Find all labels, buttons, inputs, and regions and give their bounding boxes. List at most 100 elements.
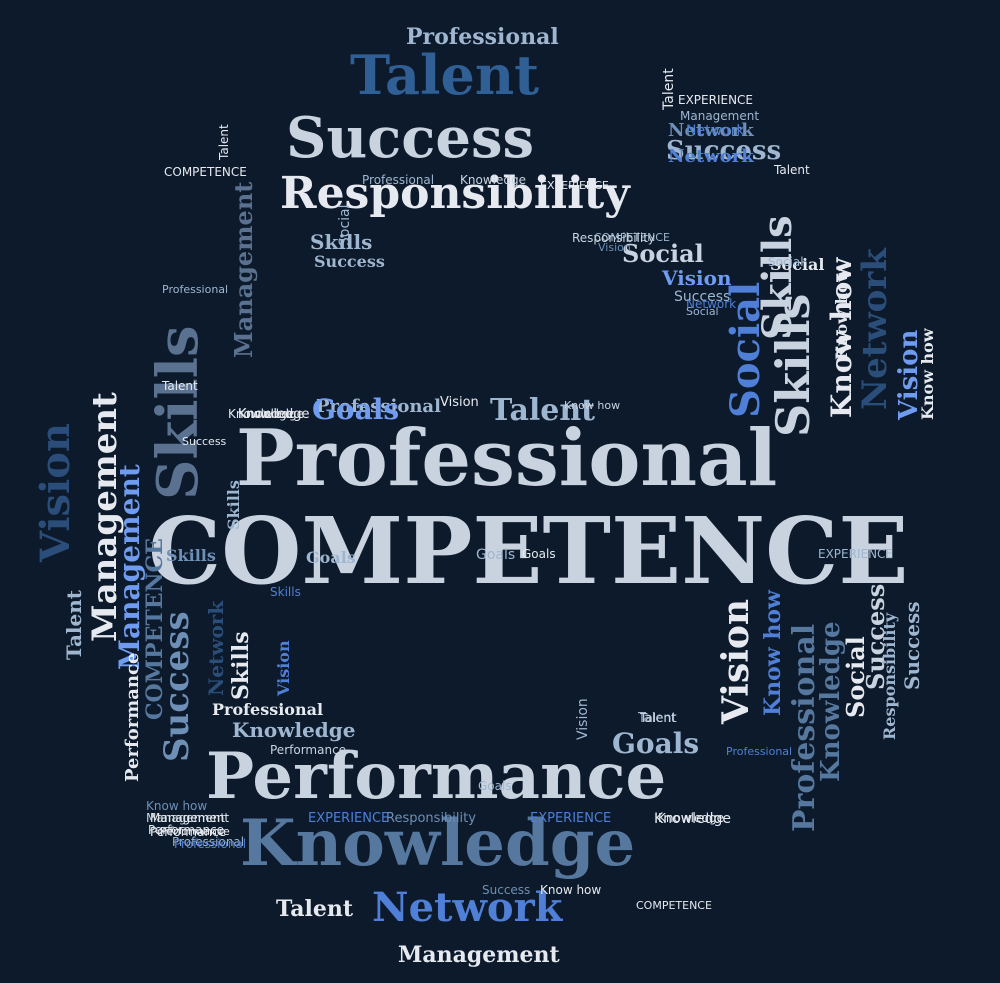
cloud-word: Professional [726, 745, 793, 758]
cloud-word: Skills [145, 325, 211, 500]
cloud-word: Knowledge [460, 173, 526, 187]
cloud-word: Management [150, 811, 230, 825]
cloud-word: Network [372, 884, 563, 931]
cloud-word: Professional [236, 413, 778, 504]
cloud-word: Performance [270, 743, 347, 757]
cloud-word: COMPETENCE [636, 899, 712, 912]
cloud-word: Talent [774, 163, 810, 177]
cloud-word: Talent [217, 124, 231, 160]
cloud-word: Vision [598, 241, 631, 254]
cloud-word: Goals [476, 547, 516, 563]
cloud-word: Vision [662, 266, 732, 290]
cloud-word: Management [680, 109, 760, 123]
cloud-word: Skills [224, 480, 243, 530]
cloud-word: Professional [162, 283, 229, 296]
cloud-word: Network [686, 297, 737, 311]
cloud-word: COMPETENCE [164, 165, 247, 179]
cloud-word: Network [668, 120, 754, 141]
cloud-word: Skills [166, 546, 216, 565]
cloud-word: Talent [490, 393, 596, 428]
cloud-word: Knowledge [654, 811, 731, 827]
cloud-word: Knowledge [232, 718, 356, 742]
cloud-word: Social [686, 305, 719, 318]
cloud-word: Social [841, 636, 870, 718]
cloud-word: Talent [638, 711, 677, 726]
cloud-word: COMPETENCE [148, 497, 909, 605]
cloud-word: Performance [150, 825, 227, 839]
cloud-word: EXPERIENCE [530, 811, 612, 826]
cloud-word: Success [482, 883, 531, 897]
cloud-word: Responsibility [880, 612, 899, 740]
cloud-word: Professional [362, 173, 435, 187]
cloud-word: Vision [274, 640, 293, 696]
cloud-word: Knowledge [228, 407, 294, 421]
cloud-word: Responsibility [572, 231, 656, 245]
cloud-word: Goals [312, 393, 400, 426]
cloud-word: Social [770, 255, 825, 274]
cloud-word: Network [686, 123, 745, 139]
cloud-word: Skills [228, 631, 254, 700]
cloud-word: Success [900, 601, 924, 690]
cloud-word: Vision [715, 598, 757, 724]
cloud-word: Skills [270, 585, 301, 599]
cloud-word: Know how [564, 399, 621, 412]
cloud-word: Success [182, 435, 227, 448]
cloud-word: Network [668, 146, 754, 167]
cloud-word: Management [398, 942, 560, 968]
cloud-word: Management [113, 464, 146, 670]
cloud-word: Social [337, 204, 353, 246]
cloud-word: Skills [310, 230, 373, 254]
cloud-word: Knowledge [658, 811, 724, 825]
cloud-word: Goals [478, 779, 512, 793]
cloud-word: Management [229, 181, 258, 358]
cloud-word: Performance [122, 652, 143, 782]
cloud-word: Success [286, 105, 535, 171]
cloud-word: Goals [306, 548, 356, 567]
cloud-word: Success [314, 252, 385, 271]
cloud-word: Performance [160, 825, 230, 838]
cloud-word: Goals [522, 547, 556, 561]
cloud-word: EXPERIENCE [678, 93, 754, 107]
cloud-word: Talent [661, 68, 677, 110]
cloud-word: Professional [172, 835, 245, 849]
cloud-word: COMPETENCE [142, 538, 168, 720]
cloud-word: Know how [540, 883, 602, 897]
cloud-word: Know how [918, 328, 937, 420]
cloud-word: Performance [206, 739, 667, 814]
cloud-word: Knowledge [238, 407, 310, 422]
cloud-word: Know how [146, 799, 208, 813]
cloud-word: EXPERIENCE [540, 179, 609, 192]
cloud-word: COMPETENCE [594, 231, 670, 244]
cloud-word: Knowledge [240, 806, 636, 881]
cloud-word: Network [204, 600, 228, 696]
cloud-word: Professional [212, 700, 324, 719]
cloud-word: Vision [575, 698, 591, 740]
cloud-word: Know how [832, 268, 851, 360]
cloud-word: Professional [787, 623, 822, 832]
cloud-word: Goals [612, 727, 700, 760]
cloud-word: Social [622, 239, 704, 268]
cloud-word: Talent [62, 589, 86, 660]
cloud-word: Success [666, 136, 782, 166]
cloud-word: Vision [32, 422, 79, 562]
cloud-word: Talent [640, 711, 676, 725]
cloud-word: EXPERIENCE [818, 547, 894, 561]
cloud-word: Professional [316, 396, 441, 417]
cloud-word: Responsibility [386, 811, 476, 826]
cloud-word: Social [768, 255, 804, 269]
cloud-word: Talent [276, 896, 354, 922]
cloud-word: Professional [174, 837, 247, 851]
cloud-word: Management [146, 811, 226, 825]
cloud-word: Responsibility [280, 168, 630, 219]
cloud-word: Knowledge [238, 407, 304, 421]
cloud-word: Network [855, 248, 895, 410]
cloud-word: Vision [440, 395, 479, 410]
cloud-word: Success [674, 289, 731, 305]
cloud-word: Know how [760, 590, 786, 716]
cloud-word: Performance [148, 823, 225, 837]
cloud-word: Talent [162, 379, 198, 393]
cloud-word: Talent [350, 43, 540, 107]
cloud-word: Professional [406, 24, 559, 50]
cloud-word: EXPERIENCE [308, 811, 390, 826]
